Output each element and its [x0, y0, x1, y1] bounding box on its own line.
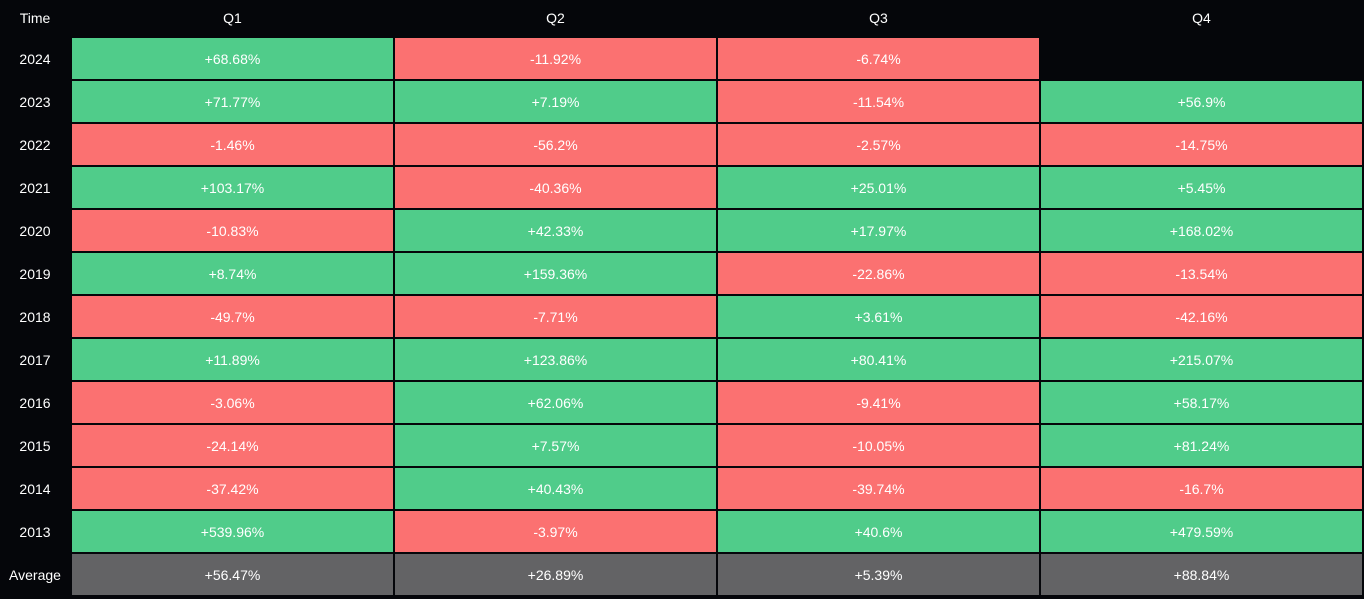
return-cell: +215.07%: [1041, 339, 1362, 380]
return-cell: -37.42%: [72, 468, 393, 509]
return-cell: -9.41%: [718, 382, 1039, 423]
return-cell: -13.54%: [1041, 253, 1362, 294]
return-cell: -6.74%: [718, 38, 1039, 79]
return-cell: +58.17%: [1041, 382, 1362, 423]
year-label: 2023: [19, 93, 51, 110]
year-label: 2016: [19, 394, 51, 411]
year-label: 2019: [19, 265, 51, 282]
average-label: Average: [9, 566, 61, 583]
quarter-header: Q1: [223, 10, 242, 26]
return-cell: +539.96%: [72, 511, 393, 552]
return-cell: -2.57%: [718, 124, 1039, 165]
year-label: 2024: [19, 50, 51, 67]
average-cell: +26.89%: [395, 554, 716, 595]
return-cell: -3.06%: [72, 382, 393, 423]
year-label: 2022: [19, 136, 51, 153]
return-cell: +3.61%: [718, 296, 1039, 337]
return-cell: +80.41%: [718, 339, 1039, 380]
return-cell: -40.36%: [395, 167, 716, 208]
empty-cell: [1041, 38, 1362, 79]
return-cell: +68.68%: [72, 38, 393, 79]
return-cell: -24.14%: [72, 425, 393, 466]
return-cell: +168.02%: [1041, 210, 1362, 251]
year-label: 2020: [19, 222, 51, 239]
quarter-header: Q2: [546, 10, 565, 26]
year-label: 2014: [19, 480, 51, 497]
year-label: 2018: [19, 308, 51, 325]
return-cell: +7.57%: [395, 425, 716, 466]
average-cell: +56.47%: [72, 554, 393, 595]
return-cell: +40.6%: [718, 511, 1039, 552]
return-cell: -22.86%: [718, 253, 1039, 294]
year-label: 2013: [19, 523, 51, 540]
return-cell: +5.45%: [1041, 167, 1362, 208]
average-cell: +88.84%: [1041, 554, 1362, 595]
return-cell: +56.9%: [1041, 81, 1362, 122]
return-cell: -10.83%: [72, 210, 393, 251]
return-cell: +40.43%: [395, 468, 716, 509]
return-cell: +103.17%: [72, 167, 393, 208]
return-cell: -42.16%: [1041, 296, 1362, 337]
return-cell: +81.24%: [1041, 425, 1362, 466]
return-cell: +123.86%: [395, 339, 716, 380]
return-cell: -39.74%: [718, 468, 1039, 509]
return-cell: -1.46%: [72, 124, 393, 165]
return-cell: -16.7%: [1041, 468, 1362, 509]
return-cell: +71.77%: [72, 81, 393, 122]
return-cell: +17.97%: [718, 210, 1039, 251]
return-cell: +25.01%: [718, 167, 1039, 208]
year-label: 2017: [19, 351, 51, 368]
return-cell: +8.74%: [72, 253, 393, 294]
return-cell: -14.75%: [1041, 124, 1362, 165]
return-cell: -56.2%: [395, 124, 716, 165]
return-cell: -11.92%: [395, 38, 716, 79]
quarter-header: Q3: [869, 10, 888, 26]
return-cell: +62.06%: [395, 382, 716, 423]
return-cell: +7.19%: [395, 81, 716, 122]
return-cell: +479.59%: [1041, 511, 1362, 552]
return-cell: -10.05%: [718, 425, 1039, 466]
return-cell: -7.71%: [395, 296, 716, 337]
return-cell: +11.89%: [72, 339, 393, 380]
quarter-header: Q4: [1192, 10, 1211, 26]
year-label: 2015: [19, 437, 51, 454]
year-label: 2021: [19, 179, 51, 196]
return-cell: +42.33%: [395, 210, 716, 251]
average-cell: +5.39%: [718, 554, 1039, 595]
return-cell: -49.7%: [72, 296, 393, 337]
return-cell: -3.97%: [395, 511, 716, 552]
time-header: Time: [19, 10, 51, 26]
return-cell: +159.36%: [395, 253, 716, 294]
return-cell: -11.54%: [718, 81, 1039, 122]
